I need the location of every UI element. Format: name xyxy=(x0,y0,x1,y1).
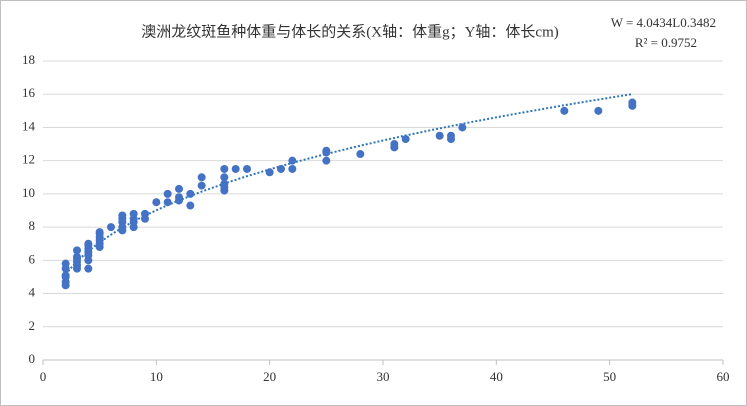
data-point xyxy=(61,271,70,280)
data-point xyxy=(220,179,229,188)
y-tick-label: 18 xyxy=(22,52,35,67)
data-point xyxy=(84,239,93,248)
data-point xyxy=(129,209,138,218)
data-point xyxy=(560,106,569,115)
data-point xyxy=(197,173,206,182)
y-tick-label: 2 xyxy=(29,318,36,333)
data-point xyxy=(107,223,115,232)
data-point xyxy=(390,140,399,149)
data-point xyxy=(356,150,365,159)
y-tick-label: 12 xyxy=(22,152,35,167)
data-point xyxy=(594,106,603,115)
data-point xyxy=(163,189,172,198)
data-point xyxy=(141,209,149,218)
y-tick-label: 10 xyxy=(22,185,35,200)
x-tick-label: 10 xyxy=(150,369,163,384)
data-point xyxy=(288,164,297,173)
data-point xyxy=(220,173,229,182)
data-point xyxy=(73,246,81,255)
data-point xyxy=(288,156,297,165)
data-point xyxy=(61,259,70,268)
y-tick-label: 16 xyxy=(22,85,36,100)
trend-equation: W = 4.0434L0.3482 xyxy=(611,15,716,30)
y-tick-label: 14 xyxy=(22,118,36,133)
data-point xyxy=(435,131,444,140)
x-tick-label: 30 xyxy=(377,369,390,384)
x-tick-label: 20 xyxy=(263,369,276,384)
r-squared: R² = 0.9752 xyxy=(635,35,697,50)
y-tick-label: 4 xyxy=(29,285,36,300)
y-tick-label: 6 xyxy=(29,251,36,266)
x-tick-label: 0 xyxy=(40,369,47,384)
data-point xyxy=(277,164,285,173)
data-point xyxy=(628,98,637,107)
data-point xyxy=(447,131,455,140)
data-point xyxy=(175,193,183,202)
x-tick-label: 50 xyxy=(603,369,616,384)
data-point xyxy=(322,156,331,165)
data-point xyxy=(152,198,161,207)
data-point xyxy=(243,164,251,173)
trendline xyxy=(64,93,633,276)
data-point xyxy=(118,211,127,220)
data-point xyxy=(458,123,467,132)
chart-title: 澳洲龙纹斑鱼种体重与体长的关系(X轴：体重g；Y轴：体长cm) xyxy=(141,22,558,40)
x-tick-label: 40 xyxy=(490,369,503,384)
data-point xyxy=(84,264,93,273)
data-point xyxy=(220,164,229,173)
data-point xyxy=(265,168,274,177)
data-point xyxy=(73,253,81,262)
x-tick-label: 60 xyxy=(717,369,730,384)
data-point xyxy=(401,135,410,144)
data-point xyxy=(186,201,195,210)
y-tick-label: 0 xyxy=(29,351,36,366)
y-tick-label: 8 xyxy=(29,218,36,233)
data-point xyxy=(186,189,195,198)
data-point xyxy=(95,228,104,237)
data-point xyxy=(322,146,331,155)
data-point xyxy=(231,164,240,173)
data-point xyxy=(197,181,206,190)
data-point xyxy=(175,184,183,193)
data-point xyxy=(163,198,172,207)
